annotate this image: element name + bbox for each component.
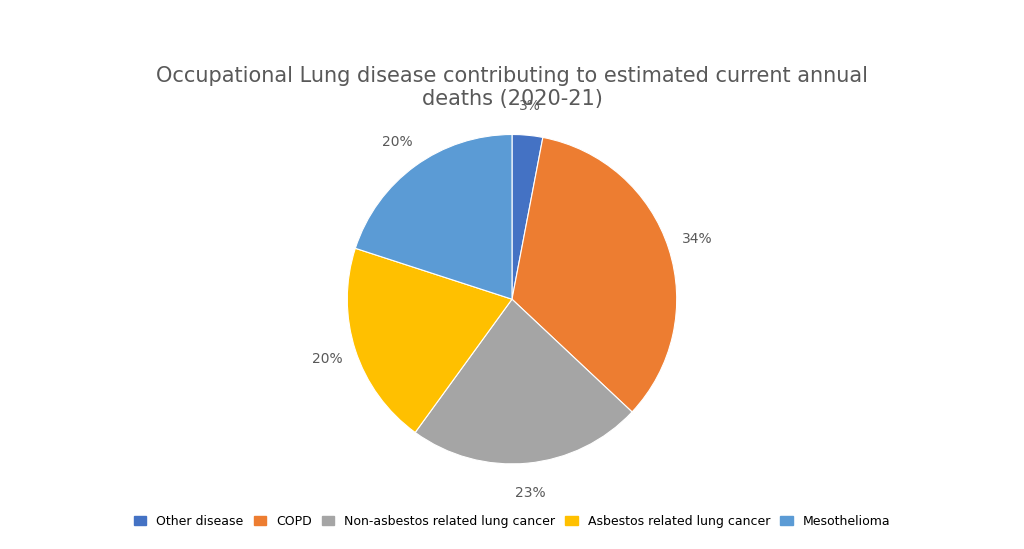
Wedge shape [415, 299, 632, 464]
Wedge shape [512, 135, 543, 299]
Text: 3%: 3% [519, 99, 542, 113]
Text: 34%: 34% [682, 232, 712, 246]
Wedge shape [355, 135, 512, 299]
Wedge shape [347, 248, 512, 433]
Text: 20%: 20% [382, 135, 413, 149]
Text: 20%: 20% [312, 352, 342, 366]
Wedge shape [512, 137, 677, 412]
Text: Occupational Lung disease contributing to estimated current annual
deaths (2020-: Occupational Lung disease contributing t… [156, 66, 868, 109]
Legend: Other disease, COPD, Non-asbestos related lung cancer, Asbestos related lung can: Other disease, COPD, Non-asbestos relate… [130, 511, 894, 532]
Text: 23%: 23% [515, 486, 546, 500]
